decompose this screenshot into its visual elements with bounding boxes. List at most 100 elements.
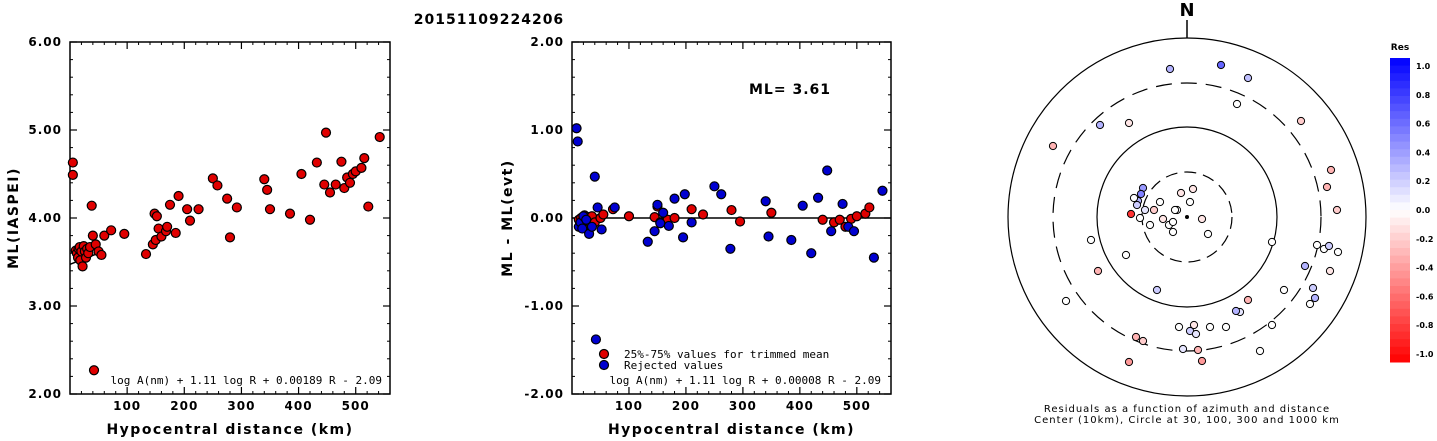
colorbar-segment xyxy=(1390,172,1410,181)
data-point-rejected xyxy=(642,236,653,247)
data-point xyxy=(224,232,236,243)
formula-annotation: log A(nm) + 1.11 log R + 0.00189 R - 2.0… xyxy=(110,374,382,387)
data-point xyxy=(262,184,273,195)
data-point xyxy=(86,200,97,211)
station-residual xyxy=(1305,299,1315,309)
data-point xyxy=(324,187,336,198)
data-point-rejected xyxy=(868,252,880,263)
station-residual xyxy=(1197,214,1207,224)
data-point-rejected xyxy=(716,189,727,200)
station-residual xyxy=(1324,241,1334,251)
data-point-trimmed xyxy=(598,209,609,220)
data-point-rejected xyxy=(679,189,690,200)
data-point xyxy=(222,193,233,204)
colorbar-segment xyxy=(1390,286,1410,295)
data-point xyxy=(170,227,181,239)
data-point xyxy=(184,215,196,226)
colorbar-segment xyxy=(1390,187,1410,196)
station-residual xyxy=(1185,197,1195,207)
ring-100km xyxy=(1096,126,1278,308)
station-residual xyxy=(1191,329,1201,339)
y-tick-label: 1.00 xyxy=(530,123,564,137)
data-point xyxy=(106,225,117,236)
formula-annotation: log A(nm) + 1.11 log R + 0.00008 R - 2.0… xyxy=(609,374,881,387)
colorbar-segment xyxy=(1390,270,1410,279)
y-tick-label: 0.00 xyxy=(530,211,564,225)
data-point xyxy=(319,179,330,190)
legend-marker xyxy=(598,348,610,360)
station-residual xyxy=(1132,200,1142,210)
data-point-rejected xyxy=(589,171,600,182)
station-residual xyxy=(1231,306,1241,316)
x-tick-label: 400 xyxy=(786,399,814,413)
data-point-rejected xyxy=(826,226,837,237)
data-point-rejected xyxy=(596,224,607,235)
colorbar-segment xyxy=(1390,217,1410,226)
station-residual xyxy=(1332,205,1342,215)
data-point xyxy=(96,249,107,261)
data-point-rejected xyxy=(797,200,808,211)
data-point-trimmed xyxy=(623,211,635,222)
x-tick-label: 200 xyxy=(672,399,700,413)
data-point xyxy=(193,204,204,215)
colorbar-tick-label: 0.2 xyxy=(1416,177,1430,186)
data-point-rejected xyxy=(669,193,680,204)
data-point-rejected xyxy=(725,243,736,254)
y-tick-label: 3.00 xyxy=(28,299,62,313)
station-residual xyxy=(1178,344,1188,354)
data-point xyxy=(119,228,130,239)
y-tick-label: 6.00 xyxy=(28,35,62,49)
data-point-rejected xyxy=(763,231,774,242)
data-point-trimmed xyxy=(864,202,875,213)
colorbar-segment xyxy=(1390,103,1410,112)
data-point xyxy=(99,230,110,241)
colorbar-tick-label: -1.0 xyxy=(1416,350,1434,359)
station-residual xyxy=(1325,266,1335,276)
legend-marker xyxy=(598,359,610,371)
station-residual xyxy=(1152,285,1162,295)
data-point xyxy=(87,230,98,241)
x-tick-label: 500 xyxy=(342,399,370,413)
colorbar-segment xyxy=(1390,331,1410,340)
data-point xyxy=(320,127,332,138)
station-residual xyxy=(1296,116,1306,126)
data-point xyxy=(296,168,307,180)
data-point xyxy=(67,169,78,180)
colorbar-segment xyxy=(1390,225,1410,234)
data-point-rejected xyxy=(837,198,848,210)
station-residual xyxy=(1312,240,1322,250)
station-residual xyxy=(1138,336,1148,346)
data-point-rejected xyxy=(658,207,669,218)
colorbar-segment xyxy=(1390,179,1410,188)
data-point xyxy=(304,214,316,225)
x-tick-label: 100 xyxy=(113,399,141,413)
colorbar-segment xyxy=(1390,80,1410,89)
station-residual xyxy=(1168,217,1178,227)
y-axis-label: ML(IASPEI) xyxy=(6,167,22,269)
data-point xyxy=(311,157,322,168)
colorbar-segment xyxy=(1390,210,1410,219)
station-residual xyxy=(1176,188,1186,198)
data-point-rejected xyxy=(655,218,666,229)
station-residual xyxy=(1061,296,1071,306)
data-point xyxy=(356,162,367,173)
colorbar-segment xyxy=(1390,149,1410,158)
data-point-rejected xyxy=(581,214,592,225)
legend-label: Rejected values xyxy=(624,359,723,372)
colorbar-segment xyxy=(1390,65,1410,74)
data-point xyxy=(151,211,162,222)
station-residual xyxy=(1221,322,1231,332)
data-point-rejected xyxy=(686,217,697,228)
data-point xyxy=(173,190,184,202)
colorbar-tick-label: -0.8 xyxy=(1416,321,1434,330)
data-point-rejected xyxy=(786,234,797,246)
colorbar-segment xyxy=(1390,263,1410,272)
station-residual xyxy=(1140,205,1150,215)
y-tick-label: 2.00 xyxy=(530,35,564,49)
station-residual xyxy=(1255,346,1265,356)
ring-300km xyxy=(1052,82,1322,352)
station-residual xyxy=(1124,357,1134,367)
colorbar-tick-label: -0.4 xyxy=(1416,264,1434,273)
data-point xyxy=(140,248,152,260)
station-residual xyxy=(1333,247,1343,257)
